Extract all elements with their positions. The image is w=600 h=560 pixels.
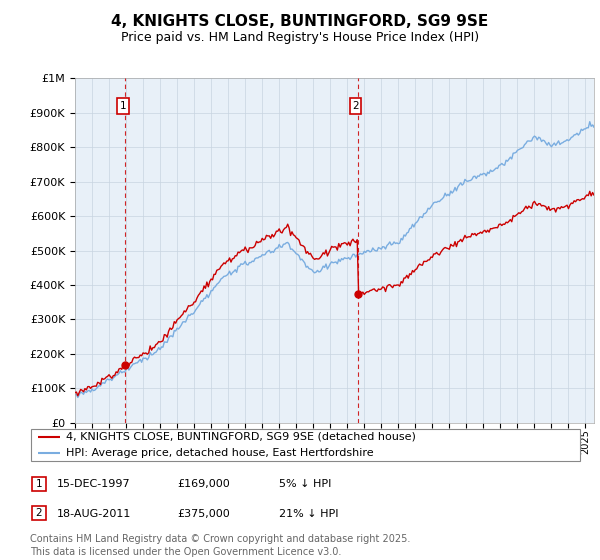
Text: 2: 2	[35, 508, 43, 518]
Text: 4, KNIGHTS CLOSE, BUNTINGFORD, SG9 9SE (detached house): 4, KNIGHTS CLOSE, BUNTINGFORD, SG9 9SE (…	[66, 432, 416, 442]
Text: 21% ↓ HPI: 21% ↓ HPI	[279, 508, 338, 519]
Text: HPI: Average price, detached house, East Hertfordshire: HPI: Average price, detached house, East…	[66, 447, 374, 458]
Text: 1: 1	[119, 101, 126, 111]
Text: Price paid vs. HM Land Registry's House Price Index (HPI): Price paid vs. HM Land Registry's House …	[121, 31, 479, 44]
Text: £169,000: £169,000	[177, 479, 230, 489]
Text: 4, KNIGHTS CLOSE, BUNTINGFORD, SG9 9SE: 4, KNIGHTS CLOSE, BUNTINGFORD, SG9 9SE	[112, 14, 488, 29]
Text: 15-DEC-1997: 15-DEC-1997	[57, 479, 131, 489]
Text: 1: 1	[35, 479, 43, 489]
Text: 2: 2	[352, 101, 359, 111]
FancyBboxPatch shape	[31, 428, 580, 461]
Text: Contains HM Land Registry data © Crown copyright and database right 2025.
This d: Contains HM Land Registry data © Crown c…	[30, 534, 410, 557]
FancyBboxPatch shape	[32, 477, 46, 491]
Text: 18-AUG-2011: 18-AUG-2011	[57, 508, 131, 519]
Text: £375,000: £375,000	[177, 508, 230, 519]
FancyBboxPatch shape	[32, 506, 46, 520]
Text: 5% ↓ HPI: 5% ↓ HPI	[279, 479, 331, 489]
